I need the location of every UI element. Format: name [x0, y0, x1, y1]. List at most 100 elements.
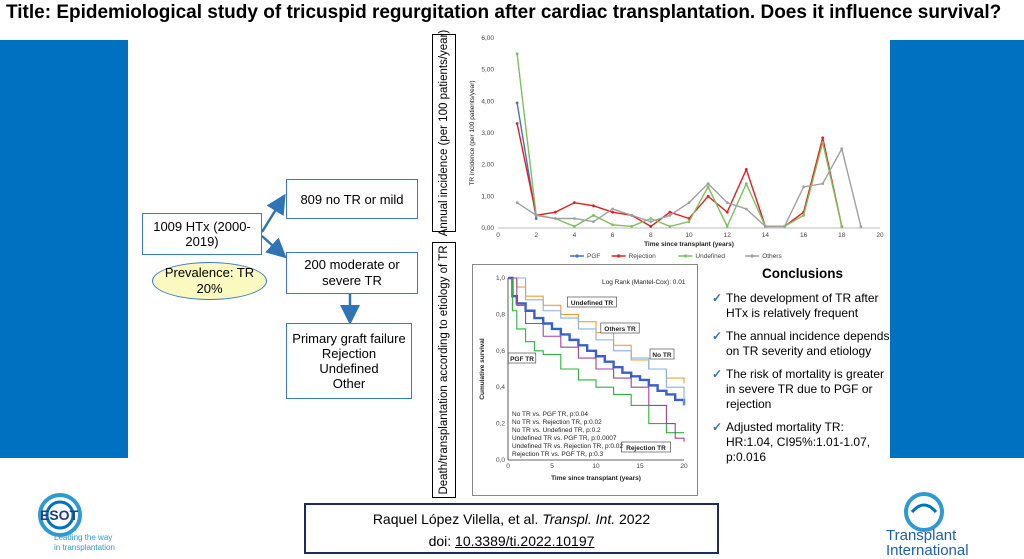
check-icon: ✓ — [712, 291, 723, 305]
prevalence-line-2: 20% — [196, 281, 223, 296]
data-point — [668, 225, 672, 228]
page-title: Title: Epidemiological study of tricuspi… — [6, 2, 1002, 23]
y-axis-label: Cumulative survival — [479, 338, 486, 400]
arrow-to-moderate — [261, 235, 287, 259]
y-tick-label: 1,00 — [481, 193, 494, 200]
series-line-undefined — [516, 53, 843, 229]
y-tick-label: 1,0 — [496, 275, 505, 282]
data-point — [687, 220, 691, 224]
check-icon: ✓ — [712, 420, 723, 434]
conclusion-item: ✓ Adjusted mortality TR: HR:1.04, CI95%:1… — [712, 420, 871, 464]
no-tr-label: 809 no TR or mild — [300, 191, 404, 207]
data-point — [706, 185, 710, 189]
x-axis-label: Time since transplant (years) — [644, 241, 734, 248]
esot-name: ESOT — [40, 507, 79, 523]
y-axis-label: TR incidence (per 100 patients/year) — [469, 80, 476, 185]
pvalue-annotation: Undefined TR vs. PGF TR, p:0.0007 — [512, 435, 617, 442]
legend-entry: Rejection — [629, 253, 656, 260]
series-line-rejection — [516, 123, 843, 228]
x-tick-label: 15 — [636, 463, 644, 470]
x-axis-label: Time since transplant (years) — [551, 475, 641, 482]
annual-incidence-label: Annual incidence (per 100 patients/year) — [438, 29, 450, 237]
prevalence-ellipse: Prevalence: TR 20% — [152, 262, 267, 300]
data-point — [515, 201, 519, 205]
legend-marker — [750, 254, 754, 258]
curve-label: No TR — [652, 352, 671, 359]
legend-marker — [683, 254, 687, 258]
y-tick-label: 0,0 — [496, 457, 505, 464]
pvalue-annotation: Undefined TR vs. Rejection TR, p:0.02 — [512, 443, 623, 450]
survival-curve — [508, 277, 685, 406]
data-point — [859, 225, 863, 228]
survival-curve — [508, 277, 685, 442]
etiology-rejection: Rejection — [321, 346, 377, 361]
y-tick-label: 3,00 — [481, 130, 494, 137]
curve-label-box — [567, 296, 617, 308]
data-point — [725, 225, 729, 228]
data-point — [802, 213, 805, 217]
curve-label: Rejection TR — [626, 445, 666, 452]
data-point — [802, 185, 805, 189]
survival-chart: 0,0 0,2 0,4 0,6 0,8 1,0 0 5 10 15 20 Time since tra… — [472, 264, 698, 496]
x-tick-label: 18 — [838, 232, 846, 239]
x-tick-label: 0 — [496, 232, 500, 239]
x-tick-label: 8 — [649, 232, 653, 239]
doi-link[interactable]: 10.3389/ti.2022.10197 — [455, 533, 595, 549]
data-point — [764, 225, 767, 228]
conclusion-item: ✓ The risk of mortality is greater in sev… — [712, 367, 885, 411]
x-tick-label: 10 — [685, 232, 693, 239]
data-point — [821, 136, 825, 140]
data-point — [573, 225, 576, 228]
data-point — [573, 217, 576, 220]
data-point — [592, 220, 595, 224]
curve-label-box — [600, 322, 640, 334]
x-tick-label: 20 — [680, 463, 688, 470]
transplant-international-logo: Transplant International — [886, 492, 969, 558]
y-tick-label: 0,6 — [496, 348, 505, 355]
check-icon: ✓ — [712, 329, 723, 343]
data-point — [668, 210, 672, 214]
x-tick-label: 16 — [800, 232, 808, 239]
data-point — [744, 207, 748, 211]
x-tick-label: 14 — [762, 232, 770, 239]
esot-ring-icon — [38, 493, 82, 537]
curve-label-box — [649, 348, 675, 360]
logrank-annotation: Log Rank (Mantel-Cox): 0.01 — [602, 279, 686, 286]
moderate-tr-box: 200 moderate or severe TR — [286, 252, 418, 294]
arrow-to-no-tr — [260, 193, 286, 233]
data-point — [725, 210, 729, 214]
y-tick-label: 0,2 — [496, 421, 505, 428]
data-point — [744, 182, 748, 186]
no-tr-box: 809 no TR or mild — [286, 179, 418, 219]
data-point — [611, 223, 614, 227]
survival-curve — [508, 276, 686, 406]
ti-ring-icon — [904, 492, 944, 532]
citation-line-2: doi: 10.3389/ti.2022.10197 — [428, 533, 595, 549]
htx-label: 1009 HTx (2000-2019) — [153, 219, 251, 249]
svg-text:in transplantation: in transplantation — [54, 543, 115, 552]
data-point — [744, 168, 748, 171]
legend-entry: Others — [762, 253, 782, 260]
etiology-box: Primary graft failure Rejection Undefine… — [286, 323, 412, 399]
esot-logo: ESOT Leading the way in transplantation — [38, 493, 115, 552]
y-tick-label: 6,00 — [481, 35, 494, 42]
svg-text:International: International — [886, 542, 969, 558]
death-label: Death/transplantation according to etiol… — [438, 245, 450, 495]
citation-box: Raquel López Vilella, et al. Transpl. In… — [304, 503, 719, 554]
data-point — [668, 213, 672, 217]
data-point — [534, 213, 538, 217]
curve-label-box — [507, 352, 537, 364]
data-point — [649, 220, 653, 224]
data-point — [821, 141, 825, 144]
legend-marker — [575, 254, 579, 258]
citation-line-1: Raquel López Vilella, et al. Transpl. In… — [372, 511, 651, 527]
legend-entry: Undefined — [695, 253, 725, 260]
annual-incidence-label-box: Annual incidence (per 100 patients/year) — [432, 30, 456, 236]
data-point — [611, 210, 614, 214]
moderate-line-1: 200 moderate or — [304, 257, 400, 272]
data-point — [553, 210, 557, 214]
check-icon: ✓ — [712, 367, 723, 381]
y-tick-label: 2,00 — [481, 162, 494, 169]
data-point — [649, 217, 653, 220]
